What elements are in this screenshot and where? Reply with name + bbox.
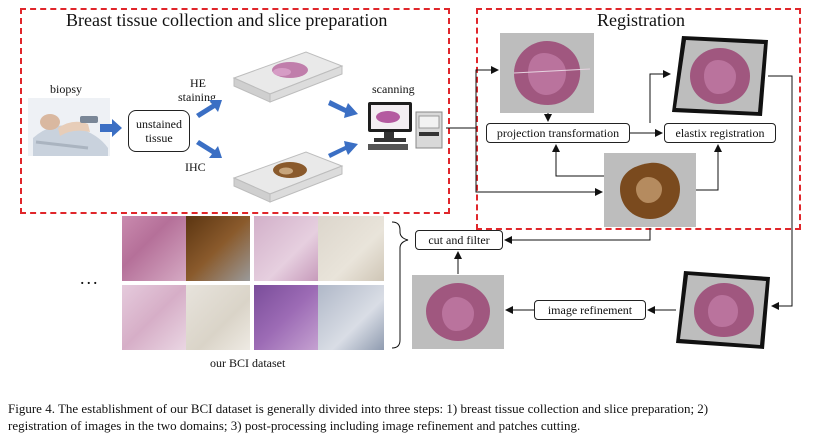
registration-section-title: Registration: [597, 10, 685, 30]
scanning-label: scanning: [372, 82, 415, 96]
ihc-label: IHC: [185, 160, 206, 174]
arrow-ihc-to-elastix: [696, 144, 722, 191]
dataset-patch-ihc-4: [318, 285, 384, 350]
blue-arrow-ihc: [196, 140, 222, 158]
dataset-patch-he-1: [122, 216, 186, 281]
dataset-patch-he-2: [254, 216, 318, 281]
dataset-patch-he-4: [254, 285, 318, 350]
projection-transformation-box: projection transformation: [486, 123, 630, 143]
arrow-elastix-to-result: [649, 70, 671, 123]
refined-image: [412, 275, 504, 349]
dataset-patch-he-3: [122, 285, 186, 350]
he-slide: [232, 51, 344, 103]
biopsy-label: biopsy: [50, 82, 83, 96]
scanner-illustration: [368, 102, 443, 150]
arrow-scanner-to-he: [446, 66, 499, 129]
he-registration-image: [500, 33, 594, 113]
caption-line-2: registration of images in the two domain…: [8, 418, 581, 433]
arrow-result-to-unrefined: [768, 75, 793, 310]
caption-line-1: Figure 4. The establishment of our BCI d…: [8, 401, 709, 416]
dataset-patch-grid: [122, 216, 384, 350]
dataset-label: our BCI dataset: [210, 356, 286, 370]
blue-arrow-biopsy: [100, 119, 122, 137]
elastix-registration-box: elastix registration: [664, 123, 776, 143]
dataset-patch-ihc-1: [186, 216, 250, 281]
elastix-result-image: [672, 36, 768, 116]
dataset-brace: [391, 221, 409, 349]
biopsy-illustration: [28, 98, 110, 156]
image-refinement-box: image refinement: [534, 300, 646, 320]
dataset-patch-ihc-3: [186, 285, 250, 350]
figure-caption: Figure 4. The establishment of our BCI d…: [8, 400, 814, 434]
staining-label: staining: [178, 90, 216, 104]
blue-arrow-scan-ihc: [328, 141, 358, 158]
blue-arrows: [100, 100, 358, 158]
unstained-tissue-box: unstained tissue: [128, 110, 190, 152]
arrow-scanner-to-ihc: [475, 128, 603, 196]
collection-section-box: [20, 8, 450, 214]
unrefined-image: [676, 271, 770, 349]
he-label: HE: [190, 76, 206, 90]
dataset-patch-ihc-2: [318, 216, 384, 281]
blue-arrow-he: [196, 100, 222, 118]
arrow-ihc-to-cut: [504, 228, 651, 244]
cut-and-filter-box: cut and filter: [415, 230, 503, 250]
arrow-ihc-to-projection: [552, 144, 604, 177]
blue-arrow-scan-he: [328, 100, 358, 118]
registration-section-box: [476, 8, 801, 230]
ihc-registration-image: [604, 153, 696, 227]
unstained-label: unstained: [136, 117, 182, 131]
ihc-slide: [232, 151, 344, 203]
tissue-label: tissue: [145, 131, 173, 145]
collection-section-title: Breast tissue collection and slice prepa…: [66, 10, 388, 30]
ellipsis-label: ...: [80, 268, 100, 288]
